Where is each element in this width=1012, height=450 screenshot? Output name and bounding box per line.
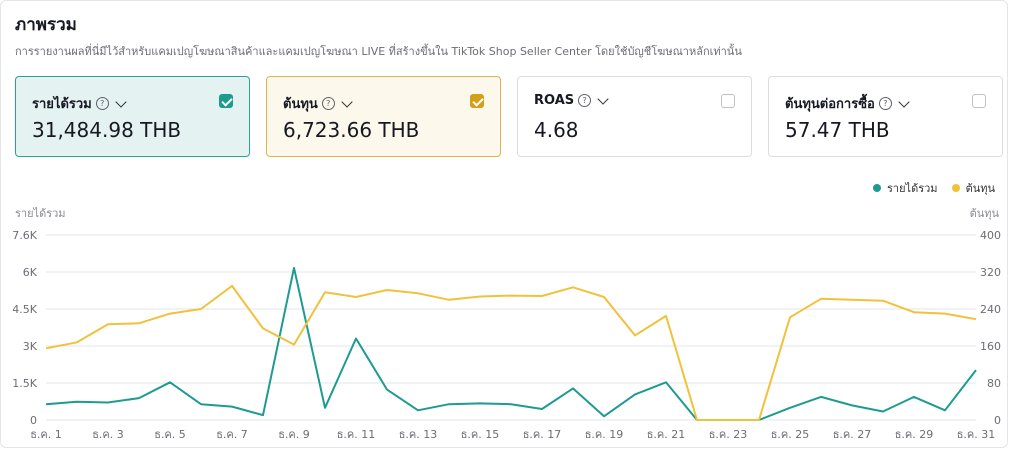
metric-value-revenue: 31,484.98 THB [32,118,182,142]
x-tick-label: ธ.ค. 11 [337,428,376,441]
y-tick-left: 1.5K [12,377,37,390]
right-axis-title: ต้นทุน [969,207,999,220]
metric-label-text: รายได้รวม [32,97,92,112]
legend-item-cost[interactable]: ต้นทุน [951,179,995,197]
x-tick-label: ธ.ค. 9 [278,428,310,441]
metric-checkbox-cost[interactable] [470,94,484,108]
y-tick-right: 400 [980,229,1001,242]
x-tick-label: ธ.ค. 25 [771,428,810,441]
chevron-down-icon[interactable] [597,92,609,105]
y-tick-right: 0 [994,414,1001,427]
y-tick-right: 320 [980,266,1001,279]
metric-label-text: ต้นทุนต่อการซื้อ [785,97,875,112]
x-tick-label: ธ.ค. 21 [647,428,686,441]
metric-card-roas[interactable]: ROAS ? 4.68 [517,76,752,157]
series-line-revenue[interactable] [45,266,977,421]
metric-label-text: ROAS [534,93,575,108]
help-circle-icon[interactable]: ? [578,94,592,107]
x-tick-label: ธ.ค. 23 [709,428,748,441]
metric-label-cost: ต้นทุน ? [283,93,353,114]
page-title: ภาพรวม [15,15,77,35]
page-subtitle: การรายงานผลที่นี่มีไว้สำหรับแคมเปญโฆษณาส… [15,45,742,58]
chevron-down-icon[interactable] [898,95,910,108]
metric-card-cost[interactable]: ต้นทุน ? 6,723.66 THB [266,76,501,157]
line-chart: 0 0 1.5K 80 3K 160 4.5K 240 6K 320 7.6K 400 ธ.ค. 1 ธ.… [12,229,1001,441]
x-tick-label: ธ.ค. 31 [957,428,996,441]
metric-card-revenue[interactable]: รายได้รวม ? 31,484.98 THB [15,76,250,157]
legend-item-revenue[interactable]: รายได้รวม [873,179,938,197]
x-tick-label: ธ.ค. 13 [399,428,438,441]
x-tick-label: ธ.ค. 17 [523,428,562,441]
metric-value-cpp: 57.47 THB [785,118,890,142]
x-tick-label: ธ.ค. 3 [92,428,124,441]
x-tick-label: ธ.ค. 19 [585,428,624,441]
y-tick-right: 80 [987,377,1001,390]
y-tick-right: 160 [980,340,1001,353]
help-circle-icon[interactable]: ? [95,97,109,110]
y-tick-left: 0 [30,414,37,427]
metric-label-text: ต้นทุน [283,97,318,112]
metric-label-revenue: รายได้รวม ? [32,93,127,114]
metric-checkbox-roas[interactable] [721,94,735,108]
y-tick-left: 7.6K [12,229,37,242]
chevron-down-icon[interactable] [115,95,127,108]
y-tick-left: 3K [23,340,38,353]
help-circle-icon[interactable]: ? [321,97,335,110]
chart-legend: รายได้รวม ต้นทุน [873,179,995,197]
help-circle-icon[interactable]: ? [878,97,892,110]
legend-label: ต้นทุน [965,182,995,195]
x-tick-label: ธ.ค. 1 [30,428,62,441]
y-tick-right: 240 [980,303,1001,316]
x-tick-label: ธ.ค. 5 [154,428,186,441]
x-tick-label: ธ.ค. 15 [461,428,500,441]
x-tick-label: ธ.ค. 27 [833,428,872,441]
metric-card-cost-per-purchase[interactable]: ต้นทุนต่อการซื้อ ? 57.47 THB [768,76,1003,157]
y-tick-left: 6K [23,266,38,279]
series-line-cost[interactable] [45,284,977,421]
metric-checkbox-revenue[interactable] [219,94,233,108]
metric-label-roas: ROAS ? [534,92,609,108]
left-axis-title: รายได้รวม [15,207,66,220]
metric-checkbox-cpp[interactable] [972,94,986,108]
legend-dot [951,184,960,192]
y-tick-left: 4.5K [12,303,37,316]
chevron-down-icon[interactable] [341,95,353,108]
x-tick-label: ธ.ค. 7 [216,428,248,441]
metric-label-cpp: ต้นทุนต่อการซื้อ ? [785,93,910,114]
metric-value-roas: 4.68 [534,118,579,142]
legend-label: รายได้รวม [887,182,938,195]
metric-value-cost: 6,723.66 THB [283,118,420,142]
legend-dot [873,184,882,192]
x-tick-label: ธ.ค. 29 [895,428,934,441]
